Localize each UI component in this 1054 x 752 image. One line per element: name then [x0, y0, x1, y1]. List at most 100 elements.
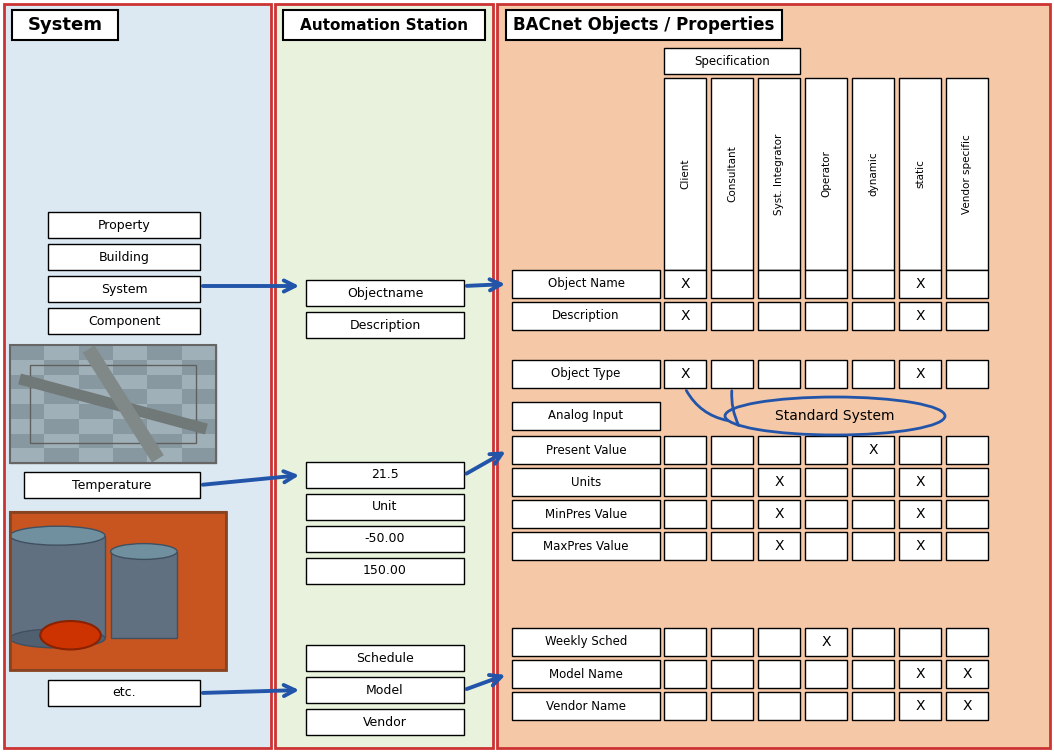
Bar	[148, 359, 181, 374]
Bar	[4, 4, 271, 748]
Bar	[805, 500, 847, 528]
Bar	[44, 419, 79, 433]
Bar	[711, 500, 753, 528]
Bar	[664, 48, 800, 74]
Bar	[79, 390, 113, 404]
Bar	[899, 692, 941, 720]
Bar	[9, 535, 105, 638]
Text: X: X	[915, 309, 924, 323]
Bar	[113, 345, 148, 359]
Text: X: X	[962, 667, 972, 681]
Bar	[12, 10, 118, 40]
Text: X: X	[680, 277, 689, 291]
Bar	[946, 692, 988, 720]
Bar	[48, 212, 200, 238]
Bar	[306, 709, 464, 735]
Bar	[44, 448, 79, 463]
Bar	[758, 532, 800, 560]
Bar	[758, 692, 800, 720]
Bar	[9, 433, 44, 448]
Text: Present Value: Present Value	[546, 444, 626, 456]
Text: Analog Input: Analog Input	[548, 410, 624, 423]
Bar	[24, 472, 200, 498]
Bar	[852, 532, 894, 560]
Bar	[711, 532, 753, 560]
Text: Property: Property	[98, 219, 151, 232]
Text: X: X	[915, 507, 924, 521]
Bar	[899, 628, 941, 656]
Bar	[852, 628, 894, 656]
Bar	[899, 660, 941, 688]
Bar	[48, 308, 200, 334]
Bar	[664, 78, 706, 270]
Bar	[852, 468, 894, 496]
Bar	[711, 468, 753, 496]
Bar	[711, 436, 753, 464]
Bar	[758, 628, 800, 656]
Bar	[711, 360, 753, 388]
Bar	[758, 270, 800, 298]
Bar	[512, 436, 660, 464]
Text: Component: Component	[87, 314, 160, 328]
Bar	[181, 374, 216, 390]
Bar	[148, 448, 181, 463]
Bar	[44, 345, 79, 359]
Bar	[946, 532, 988, 560]
Bar	[113, 448, 148, 463]
FancyArrowPatch shape	[686, 390, 727, 420]
Text: X: X	[775, 475, 784, 489]
Text: X: X	[821, 635, 831, 649]
Bar	[512, 302, 660, 330]
Bar	[711, 692, 753, 720]
Bar	[44, 404, 79, 419]
Text: -50.00: -50.00	[365, 532, 405, 545]
Text: X: X	[915, 699, 924, 713]
Bar	[512, 692, 660, 720]
Text: Temperature: Temperature	[73, 478, 152, 492]
Text: System: System	[27, 16, 102, 34]
Text: X: X	[962, 699, 972, 713]
Bar	[306, 526, 464, 552]
Bar	[805, 532, 847, 560]
Bar	[44, 374, 79, 390]
Bar	[306, 677, 464, 703]
Bar	[48, 244, 200, 270]
Bar	[275, 4, 493, 748]
Text: dynamic: dynamic	[868, 152, 878, 196]
Bar	[664, 270, 706, 298]
Bar	[852, 78, 894, 270]
Bar	[148, 419, 181, 433]
Bar	[9, 419, 44, 433]
Bar	[899, 500, 941, 528]
Bar	[758, 500, 800, 528]
Bar	[805, 302, 847, 330]
Bar	[946, 270, 988, 298]
Bar	[664, 436, 706, 464]
Bar	[852, 500, 894, 528]
FancyArrowPatch shape	[731, 391, 739, 426]
Text: BACnet Objects / Properties: BACnet Objects / Properties	[513, 16, 775, 34]
Bar	[79, 433, 113, 448]
Bar	[113, 374, 148, 390]
Bar	[805, 360, 847, 388]
Text: Objectname: Objectname	[347, 287, 424, 299]
Bar	[899, 360, 941, 388]
Text: Operator: Operator	[821, 150, 831, 198]
Bar	[506, 10, 782, 40]
Bar	[805, 660, 847, 688]
Text: Description: Description	[552, 310, 620, 323]
Bar	[805, 692, 847, 720]
Text: Weekly Sched: Weekly Sched	[545, 635, 627, 648]
Bar	[79, 448, 113, 463]
Bar	[79, 374, 113, 390]
Text: X: X	[680, 367, 689, 381]
Bar	[181, 404, 216, 419]
Bar	[44, 359, 79, 374]
Bar	[9, 512, 226, 670]
Text: Model Name: Model Name	[549, 668, 623, 681]
Bar	[181, 419, 216, 433]
Bar	[805, 270, 847, 298]
Text: Schedule: Schedule	[356, 651, 414, 665]
Bar	[711, 78, 753, 270]
Text: X: X	[915, 475, 924, 489]
